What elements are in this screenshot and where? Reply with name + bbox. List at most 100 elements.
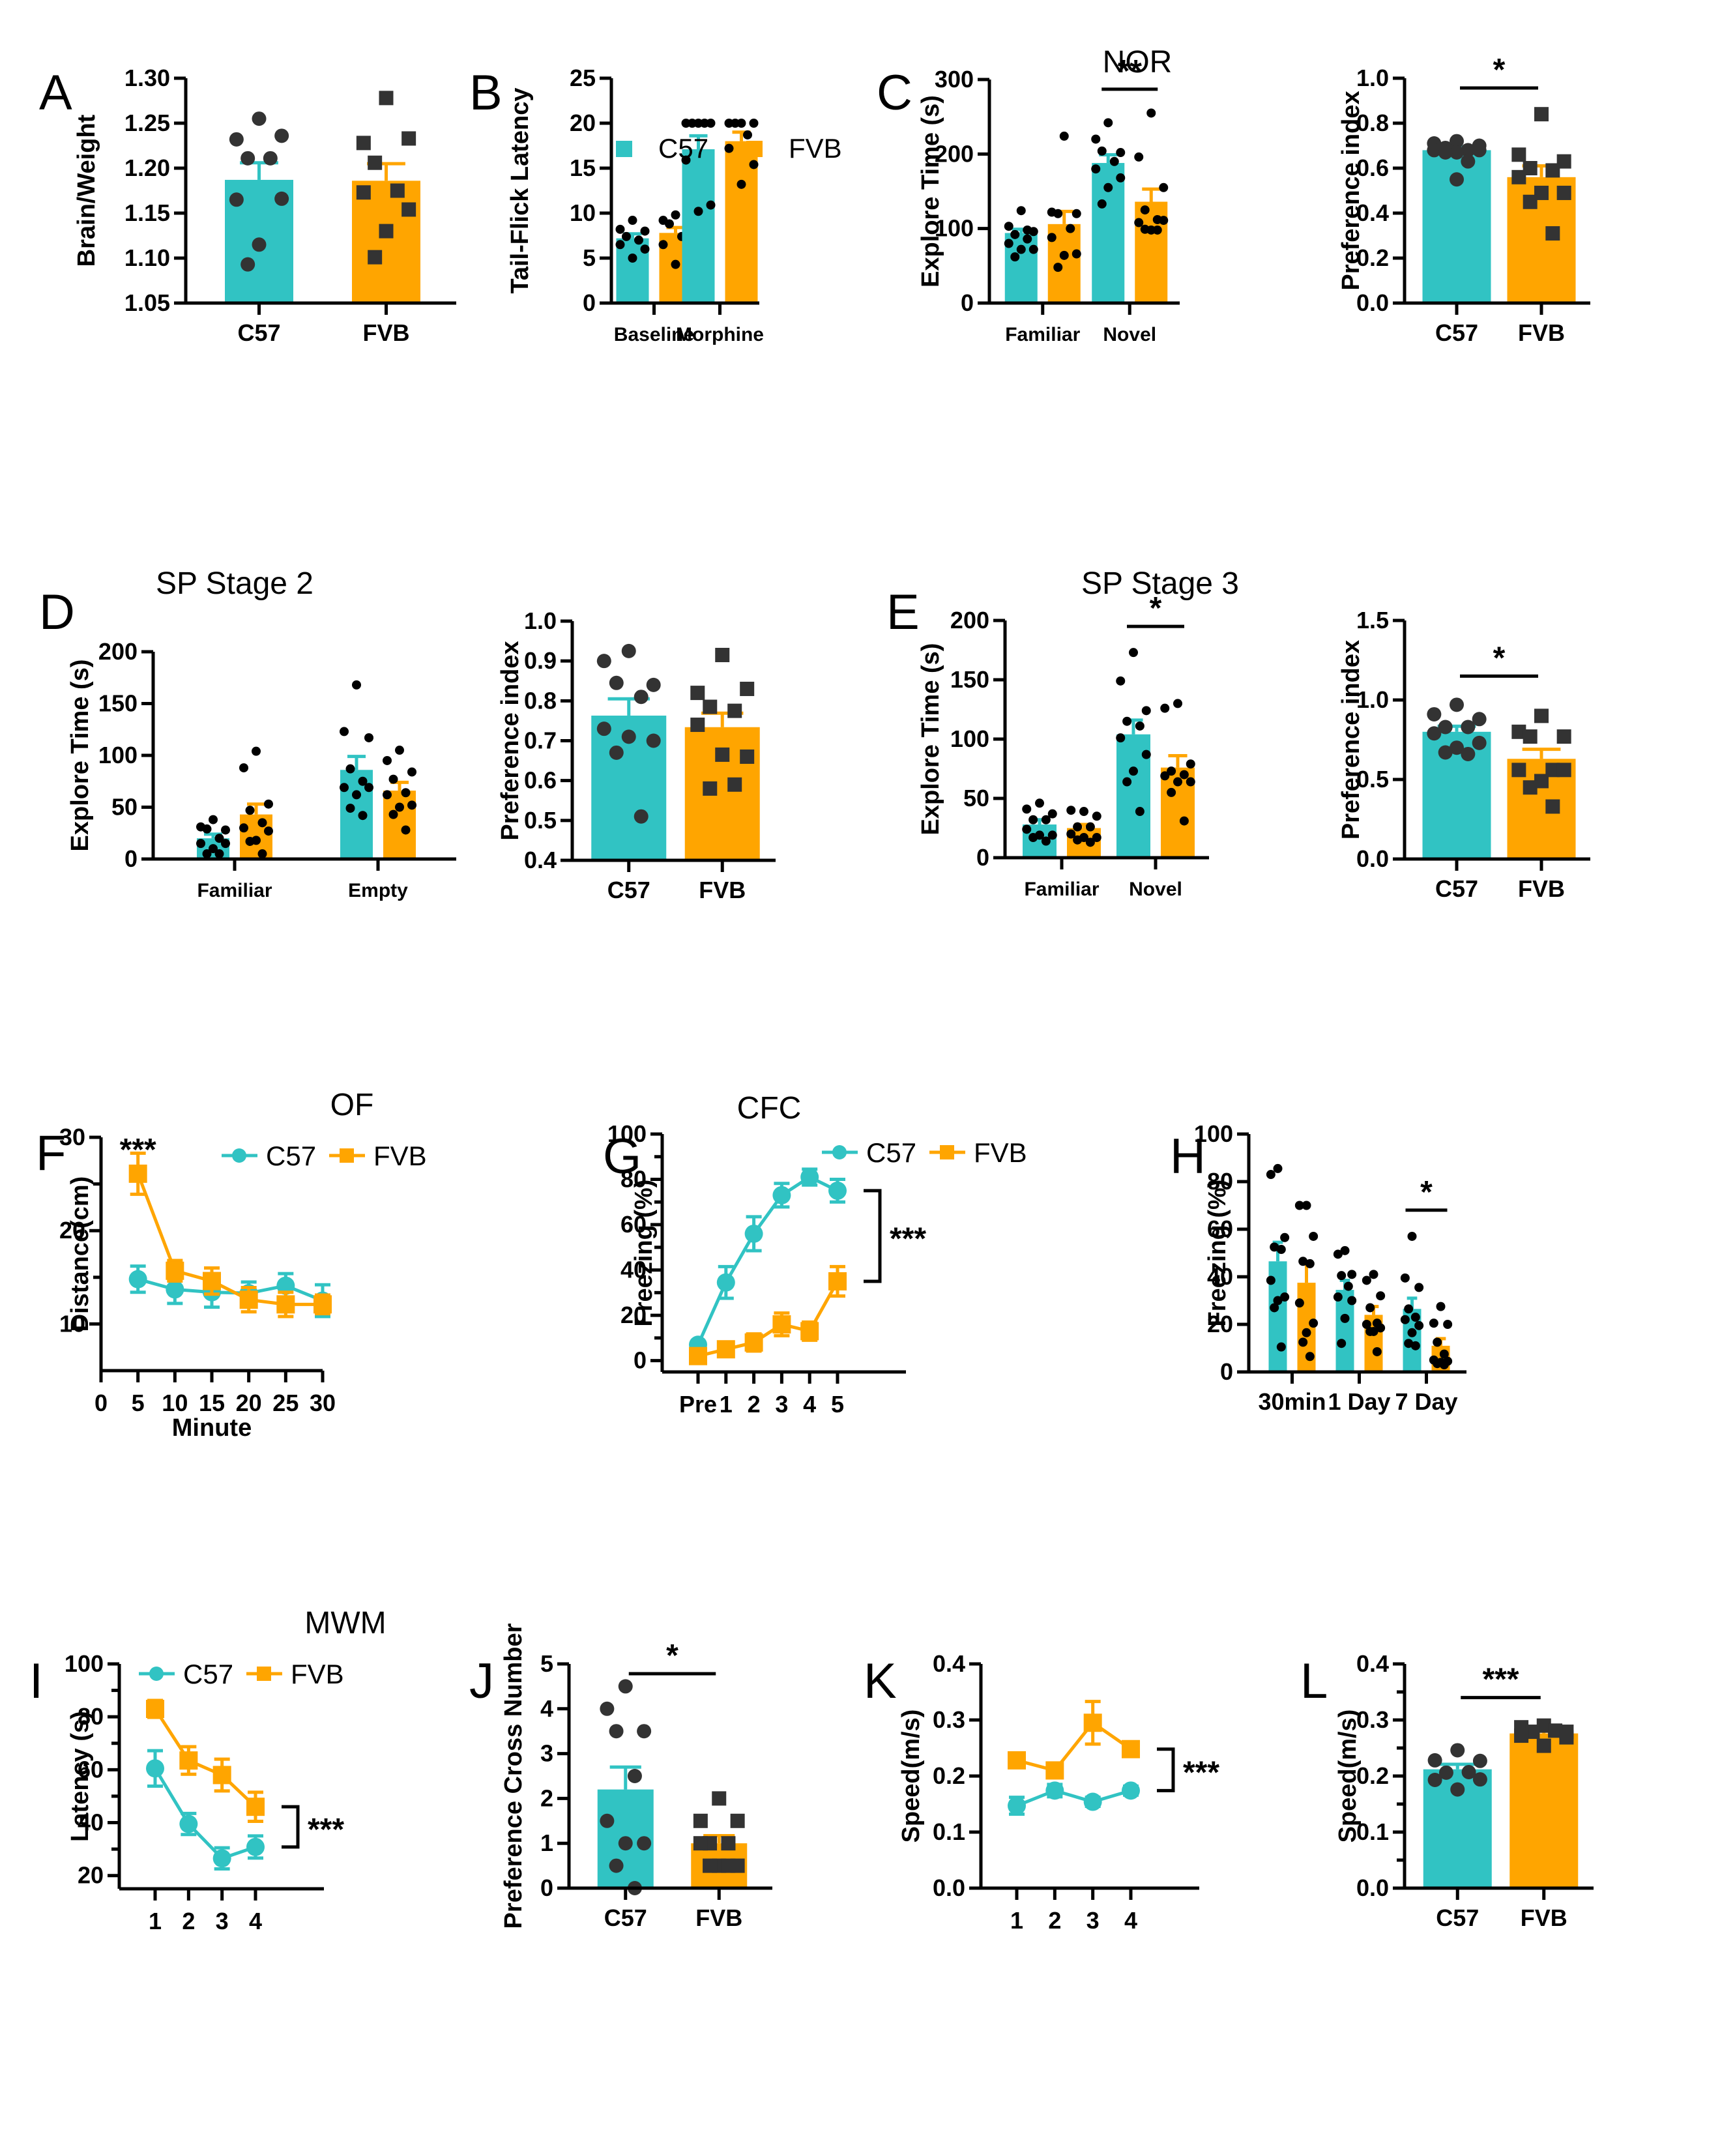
y-tick-label: 100 — [65, 1650, 104, 1677]
y-tick-label: 0.4 — [1356, 1650, 1389, 1677]
significance-label: *** — [890, 1221, 926, 1256]
data-point — [1140, 205, 1150, 215]
data-point — [1160, 703, 1170, 713]
panel-title: SP Stage 2 — [156, 566, 313, 601]
data-point — [749, 119, 759, 128]
data-point — [1270, 1303, 1279, 1313]
data-point — [640, 244, 650, 254]
panel-letter: B — [469, 65, 503, 121]
x-tick-label: 0 — [95, 1390, 108, 1416]
y-axis-title: Preference index — [1337, 91, 1365, 290]
data-point — [368, 155, 383, 170]
y-tick-label: 3 — [540, 1740, 553, 1767]
data-point — [600, 1813, 615, 1828]
data-point-c57 — [212, 1849, 231, 1868]
legend-label-c57: C57 — [658, 133, 708, 164]
y-tick-label: 100 — [950, 725, 989, 752]
y-axis-title: Tail-Flick Latency — [506, 87, 534, 293]
data-point-fvb — [1083, 1713, 1102, 1732]
data-point — [1266, 1170, 1276, 1180]
data-point — [1427, 1773, 1442, 1788]
x-category-label: FVB — [363, 319, 410, 346]
data-point — [368, 250, 383, 265]
data-point — [229, 192, 244, 207]
data-point — [401, 131, 416, 146]
y-axis-title: Preference index — [497, 641, 524, 840]
data-point-c57 — [1122, 1781, 1140, 1800]
data-point — [202, 824, 212, 834]
x-tick-label: 5 — [831, 1391, 844, 1418]
panel-a: C57 FVB 1.05 1.10 1.15 1.20 1.25 1.30 Brain/Weig… — [39, 65, 456, 346]
data-point — [1022, 804, 1032, 814]
y-tick-label: 150 — [98, 690, 138, 717]
data-point-c57 — [1008, 1796, 1026, 1815]
y-tick-label: 100 — [98, 742, 138, 768]
y-tick-label: 0.0 — [1356, 289, 1389, 316]
y-tick-label: 150 — [950, 666, 989, 693]
legend-marker-fvb — [257, 1667, 271, 1681]
data-point — [1404, 1304, 1414, 1314]
data-point — [1302, 1328, 1311, 1337]
data-point — [239, 823, 248, 833]
data-point-fvb — [128, 1164, 147, 1183]
y-tick-label: 40 — [1207, 1263, 1233, 1290]
x-tick-label: 2 — [182, 1908, 195, 1934]
y-tick-label: 0 — [976, 844, 989, 871]
y-tick-label: 0 — [961, 289, 974, 316]
y-tick-label: 40 — [620, 1257, 647, 1283]
panel-letter: A — [39, 65, 72, 121]
x-category-label: Empty — [348, 880, 408, 901]
y-tick-label: 1.15 — [124, 199, 170, 226]
bar-fvb — [1509, 1733, 1579, 1888]
data-point — [239, 763, 248, 773]
data-point — [1333, 1249, 1343, 1259]
data-point — [703, 781, 718, 796]
data-point — [1362, 1275, 1371, 1285]
x-tick-label: 4 — [803, 1391, 816, 1418]
x-tick-label: 2 — [748, 1391, 761, 1418]
y-tick-label: 40 — [78, 1809, 104, 1836]
data-point — [1376, 1323, 1386, 1333]
data-point — [1273, 1296, 1283, 1305]
x-tick-label: 25 — [272, 1390, 299, 1416]
data-point — [749, 160, 759, 169]
data-point — [721, 1836, 736, 1851]
x-category-label: C57 — [1435, 319, 1478, 346]
data-point — [241, 257, 255, 272]
data-point — [1427, 143, 1442, 158]
bar-fvb — [684, 727, 760, 860]
data-point — [1004, 239, 1013, 248]
data-point — [1433, 1337, 1442, 1347]
data-point — [1035, 798, 1044, 808]
data-point — [1472, 735, 1487, 750]
data-point — [1186, 759, 1195, 769]
data-point — [245, 806, 255, 815]
data-point — [1173, 777, 1182, 787]
data-point-fvb — [772, 1315, 791, 1333]
y-tick-label: 50 — [963, 785, 989, 811]
y-tick-label: 20 — [59, 1217, 85, 1244]
data-point — [1302, 1201, 1311, 1210]
legend-marker-c57 — [832, 1145, 847, 1159]
y-axis-title: Explore Time (s) — [66, 660, 94, 852]
data-point — [634, 809, 649, 824]
y-axis-title: Preference index — [1337, 640, 1365, 839]
data-point — [1309, 1231, 1319, 1241]
data-point — [1429, 1318, 1438, 1328]
data-point — [634, 235, 643, 245]
data-point — [693, 1813, 708, 1828]
data-point — [618, 1836, 633, 1851]
data-point — [634, 690, 649, 705]
x-category-label: Familiar — [1005, 324, 1080, 345]
legend-swatch-fvb — [746, 141, 763, 157]
data-point — [621, 729, 636, 744]
data-point — [1134, 218, 1144, 227]
data-point — [1010, 229, 1020, 239]
y-tick-label: 20 — [570, 109, 596, 136]
data-point — [1280, 1292, 1290, 1302]
x-tick-label: 4 — [1124, 1907, 1137, 1934]
x-category-label: FVB — [1518, 875, 1565, 902]
data-point — [1059, 250, 1069, 260]
data-point — [1028, 244, 1038, 254]
